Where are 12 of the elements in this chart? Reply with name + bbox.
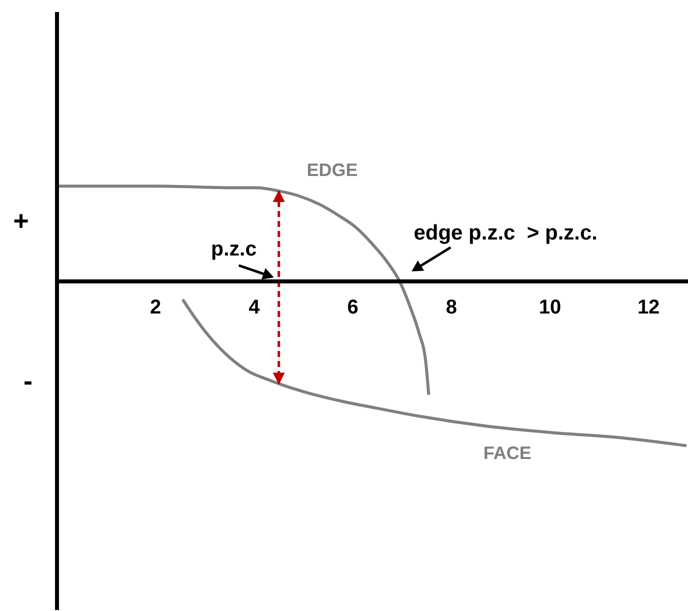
text: -	[24, 366, 32, 396]
annotation: edge p.z.c > p.z.c.	[414, 220, 598, 244]
series-label: EDGE	[306, 160, 358, 180]
series-label: FACE	[483, 443, 532, 463]
ref-line-label: p.z.c	[211, 236, 257, 260]
text: +	[13, 206, 29, 236]
x-tick-label: 4	[248, 296, 261, 318]
x-tick-label: 6	[347, 296, 358, 318]
x-tick-label: 10	[538, 296, 562, 318]
x-tick-label: 12	[637, 296, 660, 318]
x-tick-label: 8	[446, 296, 457, 318]
x-tick-label: 2	[150, 296, 162, 318]
